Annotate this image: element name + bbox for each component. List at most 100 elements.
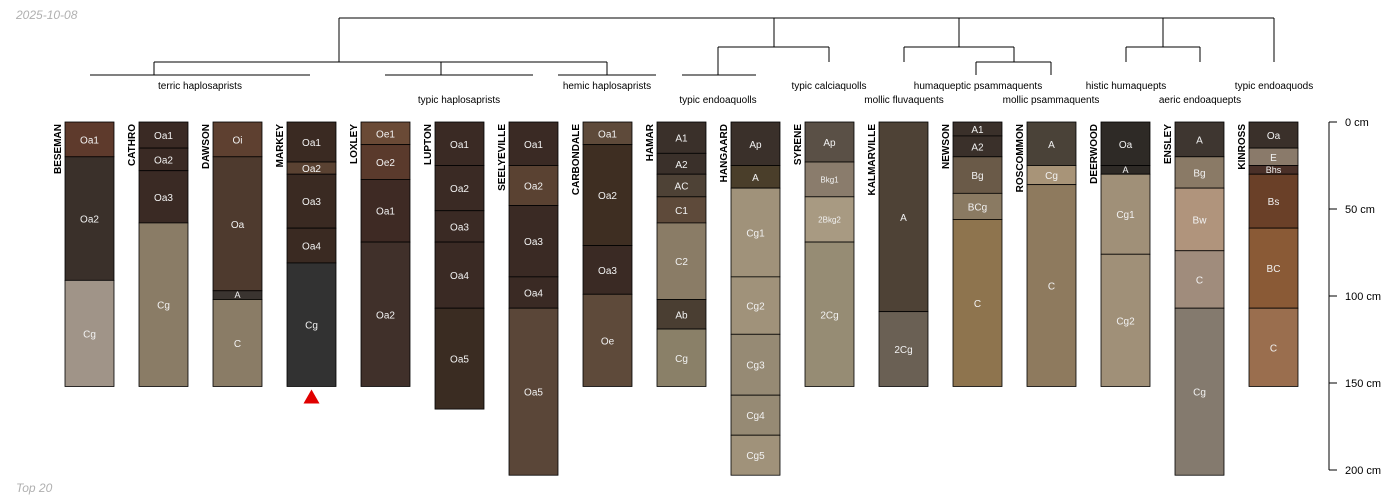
profile-cathro: CATHRO Oa1 Oa2 Oa3 Cg: [127, 121, 189, 387]
axis-tick-label: 150 cm: [1345, 378, 1381, 390]
profile-name: SYRENE: [793, 124, 804, 165]
profile-kalmarville: KALMARVILLE A 2Cg: [867, 121, 929, 387]
horizon-label: C2: [675, 257, 688, 268]
horizon-a1: [656, 121, 707, 154]
horizon-label: Oa1: [80, 135, 99, 146]
horizon-c: [1248, 307, 1299, 387]
horizon-label: Oa2: [598, 191, 617, 202]
horizon-c1: [656, 196, 707, 224]
horizon-label: Oe: [601, 336, 615, 347]
horizon-label: Cg: [305, 321, 318, 332]
horizon-label: Bw: [1193, 215, 1208, 226]
profile-name: HANGAARD: [719, 124, 730, 182]
horizon-label: A2: [971, 142, 984, 153]
horizon-label: C1: [675, 206, 688, 217]
profile-hangaard: HANGAARD Ap A Cg1 Cg2 Cg3 Cg4 Cg5: [719, 121, 781, 476]
horizon-label: Cg2: [746, 302, 765, 313]
horizon-label: Oa: [1119, 140, 1133, 151]
horizon-label: Oe2: [376, 158, 395, 169]
horizon-oe: [582, 293, 633, 387]
profile-lupton: LUPTON Oa1 Oa2 Oa3 Oa4 Oa5: [423, 121, 485, 410]
horizon-label: A: [900, 213, 907, 224]
horizon-label: A1: [971, 125, 984, 136]
profile-carbondale: CARBONDALE Oa1 Oa2 Oa3 Oe: [571, 121, 633, 387]
horizon-bkg1: [804, 161, 855, 198]
horizon-2bkg2: [804, 196, 855, 243]
taxon-label-typic-haplosaprists: typic haplosaprists: [418, 95, 500, 106]
taxon-label-humaqueptic-psammaquents: humaqueptic psammaquents: [914, 81, 1042, 92]
horizon-oa3: [138, 170, 189, 224]
horizon-label: Oa: [231, 220, 245, 231]
horizon-c: [212, 299, 263, 387]
horizon-label: Ap: [823, 138, 836, 149]
profile-name: HAMAR: [645, 123, 656, 161]
horizon-label: Oa1: [154, 131, 173, 142]
horizon-cg1: [1100, 173, 1151, 255]
taxon-label-hemic-haplosaprists: hemic haplosaprists: [563, 81, 651, 92]
horizon-oa4: [508, 276, 559, 309]
profile-name: DAWSON: [201, 124, 212, 169]
taxon-label-typic-calciaquolls: typic calciaquolls: [791, 81, 866, 92]
horizon-label: E: [1270, 153, 1277, 164]
horizon-label: Oa1: [598, 129, 617, 140]
axis-tick-label: 50 cm: [1345, 204, 1375, 216]
horizon-oa2: [508, 165, 559, 206]
horizon-cg: [656, 328, 707, 387]
horizon-cg: [286, 262, 337, 387]
horizon-bw: [1174, 187, 1225, 252]
dendrogram: [90, 17, 1275, 76]
horizon-oa5: [508, 307, 559, 476]
profile-name: ENSLEY: [1163, 124, 1174, 164]
horizon-oa1: [64, 121, 115, 158]
profile-loxley: LOXLEY Oe1 Oe2 Oa1 Oa2: [349, 121, 411, 387]
horizon-label: Cg: [675, 354, 688, 365]
horizon-label: Oa3: [154, 193, 173, 204]
horizon-oa1: [138, 121, 189, 149]
profile-name: NEWSON: [941, 124, 952, 169]
horizon-oa1: [286, 121, 337, 163]
horizon-label: BC: [1267, 264, 1281, 275]
horizon-label: Oa2: [80, 215, 99, 226]
horizon-label: Bs: [1268, 197, 1280, 208]
horizon-label: Cg: [1045, 171, 1058, 182]
horizon-oa2: [360, 241, 411, 387]
horizon-cg2: [1100, 253, 1151, 387]
horizon-label: Cg5: [746, 451, 765, 462]
horizon-2cg: [878, 311, 929, 387]
horizon-label: A1: [675, 134, 688, 145]
horizon-oa: [1248, 121, 1299, 149]
profile-name: BESEMAN: [53, 124, 64, 174]
horizon-label: Cg: [83, 329, 96, 340]
axis-tick-label: 0 cm: [1345, 117, 1369, 129]
horizon-bcg: [952, 192, 1003, 220]
horizon-oa1: [360, 179, 411, 243]
profile-markey: MARKEY Oa1 Oa2 Oa3 Oa4 Cg: [275, 121, 337, 404]
horizon-label: Bhs: [1266, 165, 1282, 175]
horizon-a: [1174, 121, 1225, 158]
horizon-label: A: [752, 173, 759, 184]
horizon-cg1: [730, 187, 781, 278]
horizon-label: 2Cg: [894, 345, 912, 356]
horizon-oa: [1100, 121, 1151, 166]
horizon-label: A: [234, 290, 240, 300]
horizon-cg4: [730, 394, 781, 436]
horizon-c: [1026, 184, 1077, 387]
horizon-label: C: [1048, 282, 1055, 293]
horizon-label: Cg2: [1116, 316, 1135, 327]
profile-seelyeville: SEELYEVILLE Oa1 Oa2 Oa3 Oa4 Oa5: [497, 121, 559, 476]
horizon-ab: [656, 299, 707, 330]
taxon-label-aeric-endoaquepts: aeric endoaquepts: [1159, 95, 1241, 106]
horizon-label: A2: [675, 160, 688, 171]
horizon-oa3: [434, 210, 485, 243]
horizon-label: C: [1196, 275, 1203, 286]
horizon-cg2: [730, 276, 781, 335]
taxon-label-typic-endoaquolls: typic endoaquolls: [679, 95, 756, 106]
horizon-label: A: [1048, 140, 1055, 151]
horizon-label: Oa1: [450, 140, 469, 151]
horizon-label: Oa1: [376, 207, 395, 218]
horizon-cg3: [730, 333, 781, 396]
horizon-bs: [1248, 173, 1299, 229]
horizon-label: AC: [675, 182, 689, 193]
